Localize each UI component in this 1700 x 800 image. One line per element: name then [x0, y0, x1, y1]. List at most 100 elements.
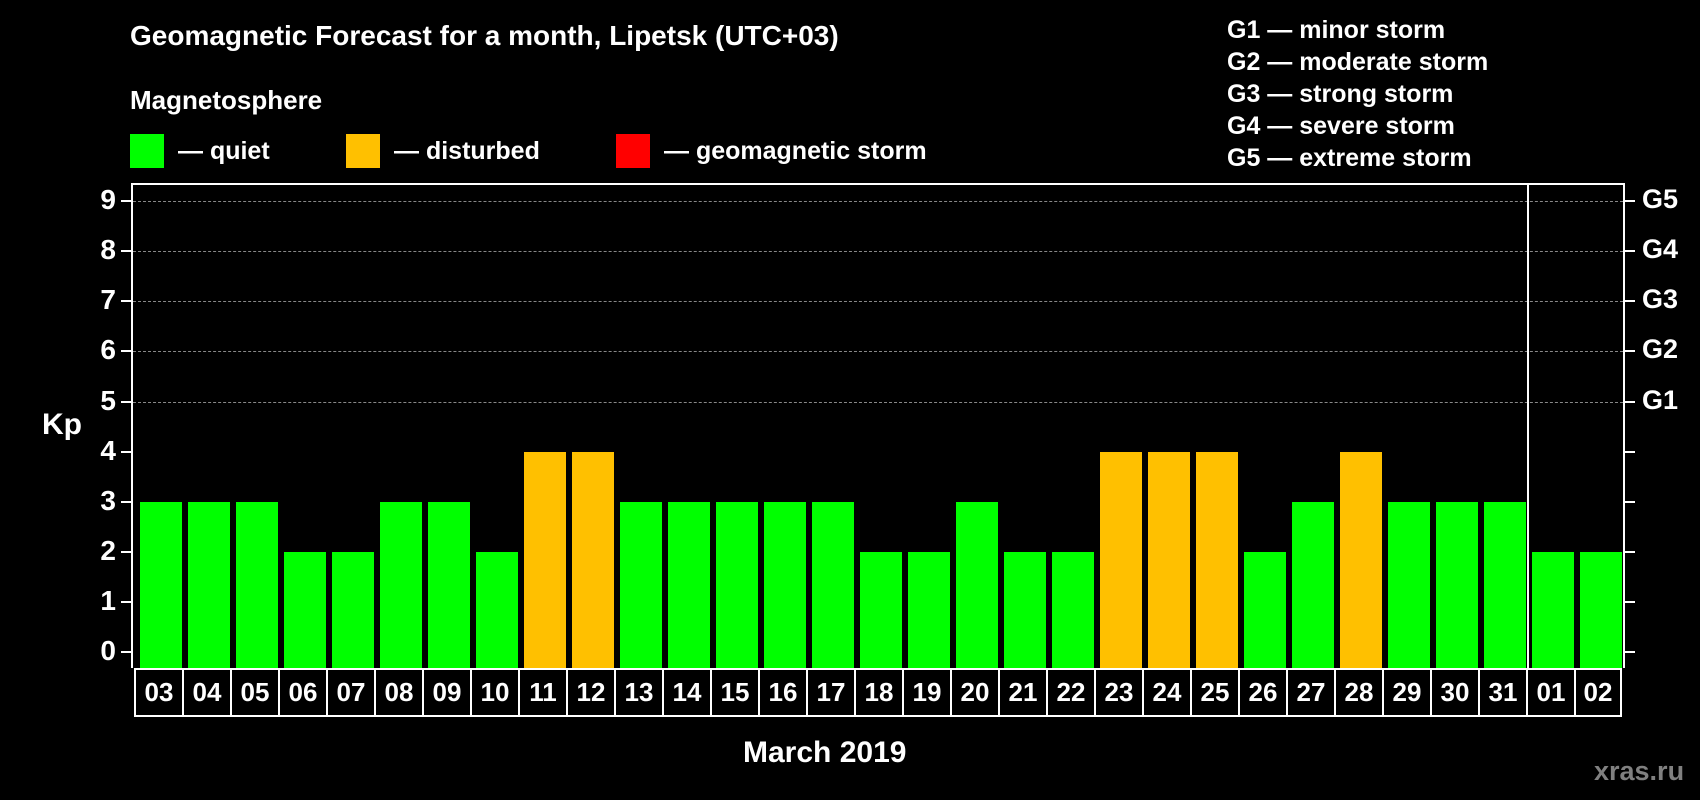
bar-31	[1484, 501, 1526, 668]
x-tick-label: 08	[374, 670, 422, 715]
legend-quiet: — quiet	[130, 134, 270, 168]
x-tick-label: 05	[230, 670, 278, 715]
y-tick	[121, 651, 131, 653]
g3-legend: G3 — strong storm	[1227, 80, 1454, 108]
x-tick-label: 10	[470, 670, 518, 715]
bar-05	[236, 501, 278, 668]
bar-11	[524, 451, 566, 668]
bar-07	[332, 551, 374, 668]
g-level-label: G5	[1642, 184, 1679, 215]
x-tick-label: 20	[950, 670, 998, 715]
x-tick-label: 26	[1238, 670, 1286, 715]
y-tick-label: 6	[100, 334, 116, 366]
grid-line	[133, 301, 1623, 303]
y-tick-label: 1	[100, 584, 116, 616]
y-axis-title: Kp	[42, 408, 82, 441]
x-tick-label: 24	[1142, 670, 1190, 715]
bar-30	[1436, 501, 1478, 668]
legend-disturbed: — disturbed	[346, 134, 540, 168]
x-tick-label: 17	[806, 670, 854, 715]
bar-26	[1244, 551, 1286, 668]
x-tick-label: 13	[614, 670, 662, 715]
x-tick-label: 15	[710, 670, 758, 715]
y-tick-label: 9	[100, 184, 116, 216]
x-tick-label: 22	[1046, 670, 1094, 715]
y-tick	[121, 200, 131, 203]
grid-line	[133, 251, 1623, 253]
g5-legend: G5 — extreme storm	[1227, 144, 1472, 172]
grid-line	[133, 401, 1623, 403]
x-tick-label: 21	[998, 670, 1046, 715]
storm-swatch-icon	[616, 134, 650, 168]
disturbed-swatch-icon	[346, 134, 380, 168]
right-tick	[1625, 651, 1635, 653]
bar-23	[1100, 451, 1142, 668]
x-tick-label: 23	[1094, 670, 1142, 715]
bar-21	[1004, 551, 1046, 668]
x-tick-label: 06	[278, 670, 326, 715]
x-tick-label: 09	[422, 670, 470, 715]
g-scale-legend: G1 — minor storm G2 — moderate storm G3 …	[1227, 14, 1488, 174]
x-tick-label: 25	[1190, 670, 1238, 715]
bar-24	[1148, 451, 1190, 668]
bar-14	[668, 501, 710, 668]
y-tick-label: 8	[100, 234, 116, 266]
x-tick-label: 29	[1382, 670, 1430, 715]
right-tick	[1625, 450, 1635, 453]
legend-storm-label: — geomagnetic storm	[664, 136, 927, 165]
bar-19	[908, 551, 950, 668]
chart-title: Geomagnetic Forecast for a month, Lipets…	[130, 20, 839, 51]
right-tick	[1625, 200, 1635, 203]
y-tick-label: 3	[100, 484, 116, 516]
bar-10	[476, 551, 518, 668]
y-tick	[121, 350, 131, 353]
y-tick	[121, 550, 131, 553]
y-tick	[121, 300, 131, 303]
g4-legend: G4 — severe storm	[1227, 112, 1455, 140]
g-level-label: G2	[1642, 334, 1679, 365]
g-level-label: G1	[1642, 384, 1679, 415]
x-tick-label: 30	[1430, 670, 1478, 715]
bar-17	[812, 501, 854, 668]
right-tick	[1625, 500, 1635, 503]
bar-28	[1340, 451, 1382, 668]
grid-line	[133, 351, 1623, 353]
x-tick-label: 01	[1526, 670, 1574, 715]
legend-disturbed-label: — disturbed	[394, 136, 540, 165]
bar-12	[572, 451, 614, 668]
right-tick	[1625, 250, 1635, 253]
legend-storm: — geomagnetic storm	[616, 134, 927, 168]
bar-03	[140, 501, 182, 668]
y-tick	[121, 450, 131, 453]
bar-25	[1196, 451, 1238, 668]
x-tick-label: 28	[1334, 670, 1382, 715]
bar-04	[188, 501, 230, 668]
legend-quiet-label: — quiet	[178, 136, 270, 165]
legend-heading: Magnetosphere	[130, 85, 323, 115]
bar-08	[380, 501, 422, 668]
right-tick	[1625, 350, 1635, 353]
y-tick-label: 2	[100, 534, 116, 566]
bar-01	[1532, 551, 1574, 668]
g2-legend: G2 — moderate storm	[1227, 48, 1489, 76]
y-tick	[121, 250, 131, 253]
g-level-label: G4	[1642, 234, 1679, 265]
x-tick-label: 31	[1478, 670, 1526, 715]
grid-line	[133, 201, 1623, 203]
y-tick	[121, 600, 131, 603]
right-tick	[1625, 300, 1635, 303]
bar-20	[956, 501, 998, 668]
right-tick	[1625, 400, 1635, 403]
bar-16	[764, 501, 806, 668]
x-tick-label: 19	[902, 670, 950, 715]
bar-06	[284, 551, 326, 668]
watermark: xras.ru	[1594, 756, 1685, 786]
x-tick-label: 14	[662, 670, 710, 715]
y-tick	[121, 400, 131, 403]
bar-22	[1052, 551, 1094, 668]
g1-legend: G1 — minor storm	[1227, 16, 1446, 44]
y-tick-label: 0	[100, 635, 116, 666]
y-tick-label: 4	[100, 434, 116, 466]
x-axis-labels: 03 04 05 06 07 08 09 10 11 12 13 14 15 16 17 18 19 20 21 22…	[134, 668, 1622, 717]
g-level-label: G3	[1642, 284, 1679, 315]
